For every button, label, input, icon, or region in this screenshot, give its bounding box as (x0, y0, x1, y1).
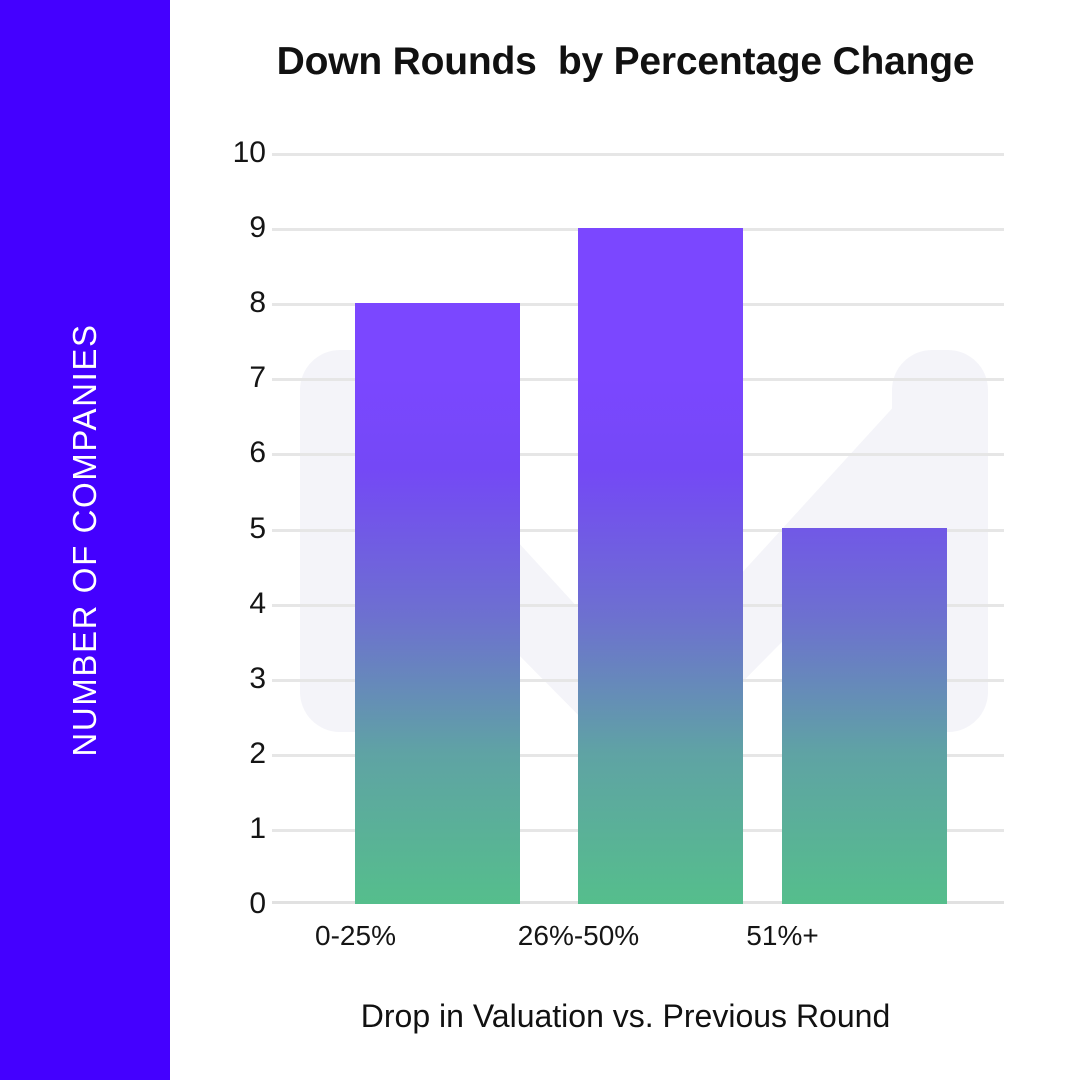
y-axis-title: NUMBER OF COMPANIES (66, 323, 103, 757)
x-tick-26-50-percent: 26%-50% (517, 920, 640, 951)
chart-title: Down Rounds by Percentage Change (276, 40, 975, 83)
plot-area (272, 153, 1081, 904)
y-tick-8: 8 (249, 286, 266, 319)
y-tick-2: 2 (249, 737, 266, 770)
y-tick-0: 0 (249, 887, 266, 920)
y-axis-tick-labels: 10 9 8 7 6 5 4 3 2 1 0 (170, 138, 266, 919)
gridline-10 (272, 153, 1004, 156)
y-tick-6: 6 (249, 436, 266, 469)
bar-26-50-percent[interactable] (578, 228, 743, 904)
bar-51-plus-percent[interactable] (782, 528, 947, 904)
y-tick-5: 5 (249, 512, 266, 545)
y-tick-7: 7 (249, 361, 266, 394)
y-tick-3: 3 (249, 662, 266, 695)
sidebar-panel: NUMBER OF COMPANIES (0, 0, 170, 1080)
y-tick-1: 1 (249, 812, 266, 845)
y-tick-9: 9 (249, 211, 266, 244)
chart-panel: Down Rounds by Percentage Change 10 9 8 … (170, 0, 1081, 1080)
y-tick-10: 10 (232, 136, 266, 169)
y-tick-4: 4 (249, 587, 266, 620)
x-tick-51-plus-percent: 51%+ (746, 920, 819, 951)
bar-0-25-percent[interactable] (355, 303, 520, 904)
x-axis-title: Drop in Valuation vs. Previous Round (360, 998, 891, 1034)
x-tick-0-25-percent: 0-25% (315, 920, 396, 951)
